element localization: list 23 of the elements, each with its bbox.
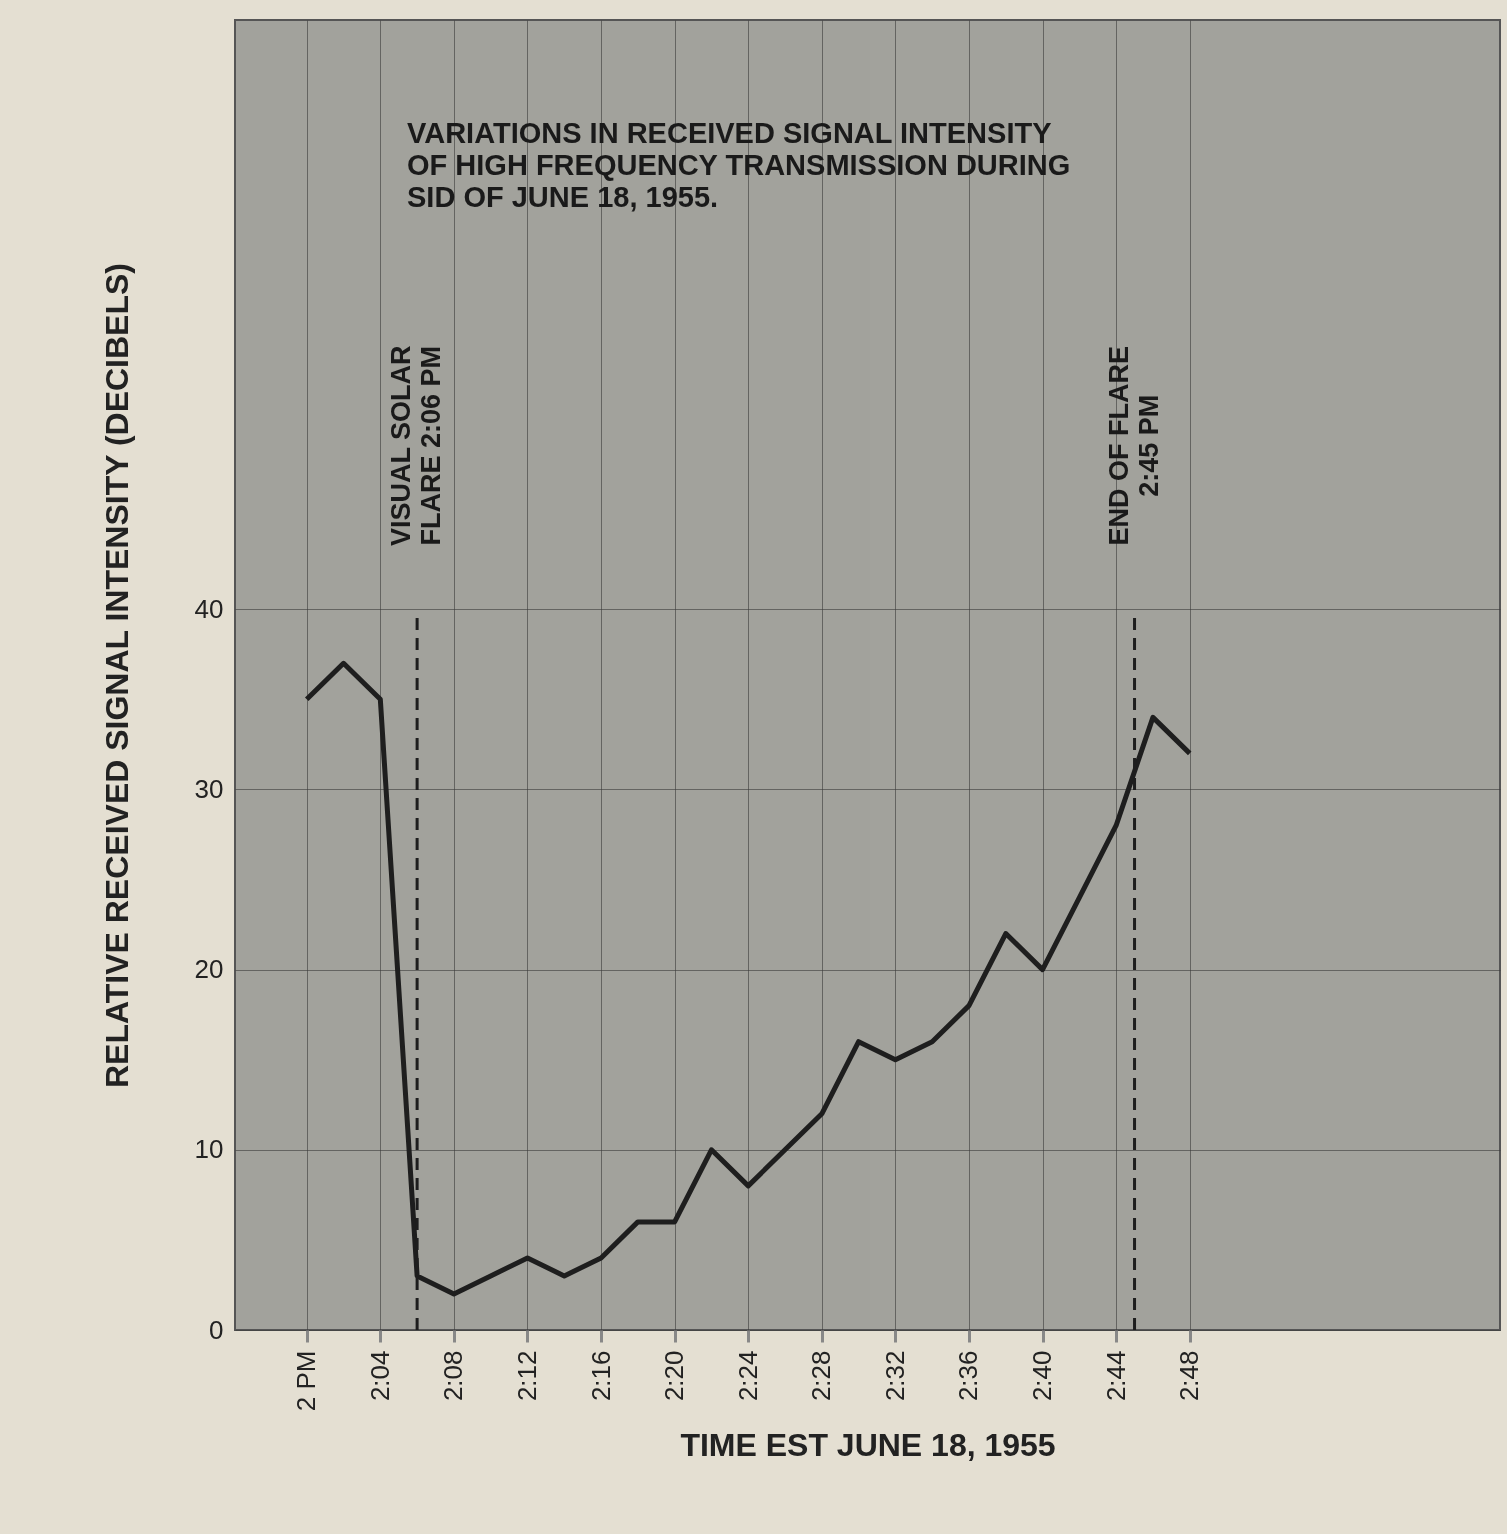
x-tick-label: 2 PM [291,1350,322,1412]
x-tick-label: 2:12 [511,1350,542,1402]
x-tick-label: 2:16 [585,1350,616,1402]
x-tick-label: 2:08 [438,1350,469,1402]
y-tick-label: 40 [194,593,224,624]
ref-line-label: END OF FLARE 2:45 PM [1103,346,1164,546]
y-axis-title: RELATIVE RECEIVED SIGNAL INTENSITY (DECIBELS) [98,263,135,1088]
x-tick-label: 2:48 [1174,1350,1205,1402]
x-tick-label: 2:36 [953,1350,984,1402]
y-tick-label: 30 [194,773,224,804]
y-tick-label: 0 [209,1314,224,1345]
x-tick-label: 2:44 [1100,1350,1131,1402]
x-tick-label: 2:20 [659,1350,690,1402]
text: VARIATIONS IN RECEIVED SIGNAL INTENSITY OF HIGH FREQUENCY TRANSMISSION DURING SID OF JUNE 18, 1955. [407,117,1071,213]
ref-line-label: VISUAL SOLAR FLARE 2:06 PM [386,345,447,547]
y-tick-label: 20 [194,954,224,985]
x-tick-label: 2:40 [1027,1350,1058,1402]
x-tick-label: 2:28 [806,1350,837,1402]
x-tick-label: 2:04 [364,1350,395,1402]
x-tick-label: 2:24 [732,1350,763,1402]
y-tick-label: 10 [194,1134,224,1165]
x-axis-title: TIME EST JUNE 18, 1955 [680,1427,1056,1464]
x-tick-label: 2:32 [879,1350,910,1402]
